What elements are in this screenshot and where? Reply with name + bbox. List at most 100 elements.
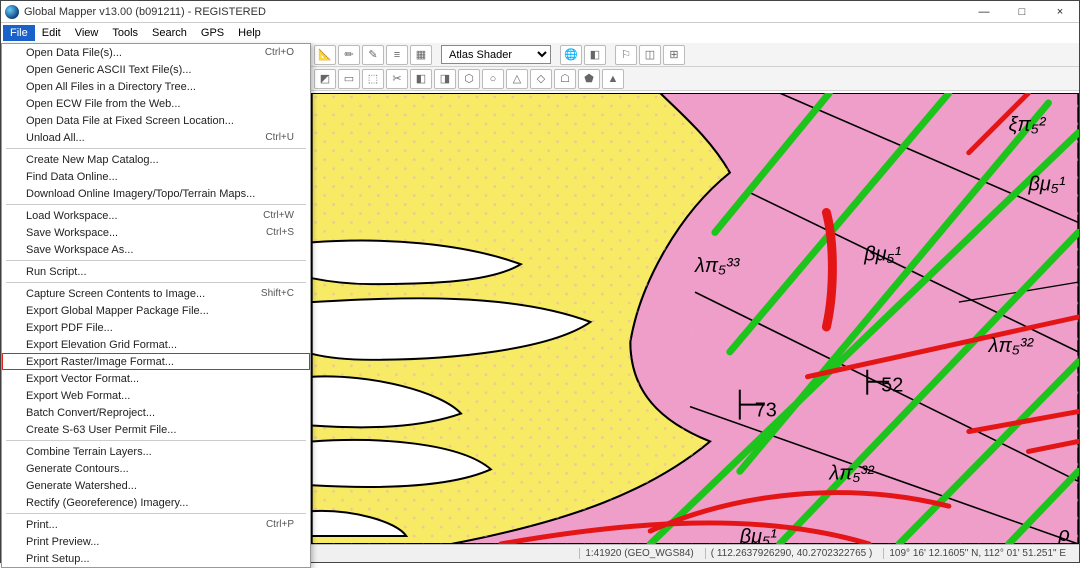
tool-icon[interactable]: ▦	[410, 45, 432, 65]
tool-icon[interactable]: ○	[482, 69, 504, 89]
menu-edit[interactable]: Edit	[35, 25, 68, 41]
tool-icon[interactable]: ◨	[434, 69, 456, 89]
file-menu-item[interactable]: Open ECW File from the Web...	[2, 95, 310, 112]
tool-icon[interactable]: ⊞	[663, 45, 685, 65]
file-menu-item-label: Rectify (Georeference) Imagery...	[26, 497, 300, 509]
tool-icon[interactable]: ✎	[362, 45, 384, 65]
file-menu-item-label: Load Workspace...	[26, 210, 263, 222]
file-menu-item[interactable]: Open Data File at Fixed Screen Location.…	[2, 112, 310, 129]
tool-icon[interactable]: 📐	[314, 45, 336, 65]
tool-icon[interactable]: ◧	[410, 69, 432, 89]
file-menu-item[interactable]: Find Data Online...	[2, 168, 310, 185]
file-menu-item[interactable]: Capture Screen Contents to Image...Shift…	[2, 285, 310, 302]
close-button[interactable]: ×	[1041, 1, 1079, 23]
tool-icon[interactable]: ▲	[602, 69, 624, 89]
globe-icon[interactable]: 🌐	[560, 45, 582, 65]
maximize-button[interactable]: □	[1003, 1, 1041, 23]
file-menu-item[interactable]: Save Workspace As...	[2, 241, 310, 258]
file-menu-item[interactable]: Export PDF File...	[2, 319, 310, 336]
file-menu-item[interactable]: Export Web Format...	[2, 387, 310, 404]
geological-map-svg: ξπ₅² βμ₅¹ βμ₅¹ λπ₅³³ λπ₅³² λπ₅³² 52 73 β…	[311, 93, 1079, 544]
tool-icon[interactable]: ⬡	[458, 69, 480, 89]
label-bmu1a: βμ₅¹	[1028, 174, 1066, 196]
window-title: Global Mapper v13.00 (b091211) - REGISTE…	[24, 6, 965, 18]
file-menu-item[interactable]: Open Data File(s)...Ctrl+O	[2, 44, 310, 61]
menu-search[interactable]: Search	[145, 25, 194, 41]
label-52: 52	[881, 375, 903, 397]
map-viewport[interactable]: ξπ₅² βμ₅¹ βμ₅¹ λπ₅³³ λπ₅³² λπ₅³² 52 73 β…	[311, 93, 1079, 544]
file-menu-item-shortcut: Ctrl+S	[266, 227, 300, 238]
file-menu-item-label: Create New Map Catalog...	[26, 154, 300, 166]
file-menu-item-label: Create S-63 User Permit File...	[26, 424, 300, 436]
file-menu-item-label: Open Generic ASCII Text File(s)...	[26, 64, 300, 76]
file-menu-item-label: Capture Screen Contents to Image...	[26, 288, 261, 300]
file-menu-item[interactable]: Open All Files in a Directory Tree...	[2, 78, 310, 95]
file-menu-item-label: Unload All...	[26, 132, 265, 144]
menu-file[interactable]: File	[3, 25, 35, 41]
file-menu-item-label: Open All Files in a Directory Tree...	[26, 81, 300, 93]
file-menu-item[interactable]: Generate Watershed...	[2, 477, 310, 494]
tool-icon[interactable]: ⬚	[362, 69, 384, 89]
file-menu-item-label: Generate Watershed...	[26, 480, 300, 492]
file-menu-dropdown: Open Data File(s)...Ctrl+O Open Generic A…	[1, 43, 311, 568]
file-menu-item-label: Print Preview...	[26, 536, 300, 548]
cube-icon[interactable]: ◧	[584, 45, 606, 65]
file-menu-item[interactable]: Print...Ctrl+P	[2, 516, 310, 533]
tool-icon[interactable]: ≡	[386, 45, 408, 65]
file-menu-item-shortcut: Ctrl+W	[263, 210, 300, 221]
file-menu-item-label: Download Online Imagery/Topo/Terrain Map…	[26, 188, 300, 200]
file-menu-item[interactable]: Run Script...	[2, 263, 310, 280]
file-menu-item[interactable]: Unload All...Ctrl+U	[2, 129, 310, 146]
file-menu-item[interactable]: Combine Terrain Layers...	[2, 443, 310, 460]
tool-icon[interactable]: ◇	[530, 69, 552, 89]
label-73: 73	[755, 400, 777, 422]
toolbar-row-2: ◩ ▭ ⬚ ✂ ◧ ◨ ⬡ ○ △ ◇ ☖ ⬟ ▲	[311, 67, 1079, 91]
file-menu-item[interactable]: Rectify (Georeference) Imagery...	[2, 494, 310, 511]
menu-tools[interactable]: Tools	[105, 25, 145, 41]
menu-view[interactable]: View	[68, 25, 106, 41]
file-menu-item-label: Export Elevation Grid Format...	[26, 339, 300, 351]
label-bmu-bot: βμ₅¹	[739, 526, 777, 544]
label-lpi33: λπ₅³³	[694, 255, 741, 277]
file-menu-item[interactable]: Print Preview...	[2, 533, 310, 550]
file-menu-item[interactable]: Create New Map Catalog...	[2, 151, 310, 168]
tool-icon[interactable]: ⚐	[615, 45, 637, 65]
file-menu-item[interactable]: Batch Convert/Reproject...	[2, 404, 310, 421]
file-menu-item[interactable]: Export Raster/Image Format...	[2, 353, 310, 370]
menu-bar: FileEditViewToolsSearchGPSHelp	[1, 23, 1079, 43]
file-menu-item[interactable]: Print Setup...	[2, 550, 310, 567]
file-menu-item[interactable]: Generate Contours...	[2, 460, 310, 477]
file-menu-item-label: Generate Contours...	[26, 463, 300, 475]
menu-gps[interactable]: GPS	[194, 25, 231, 41]
file-menu-item[interactable]: Save Workspace...Ctrl+S	[2, 224, 310, 241]
file-menu-item-shortcut: Shift+C	[261, 288, 300, 299]
tool-icon[interactable]: ▭	[338, 69, 360, 89]
tool-icon[interactable]: ✂	[386, 69, 408, 89]
file-menu-item-label: Save Workspace As...	[26, 244, 300, 256]
file-menu-item-label: Export PDF File...	[26, 322, 300, 334]
tool-icon[interactable]: ✏	[338, 45, 360, 65]
label-lpi32b: λπ₅³²	[828, 462, 875, 484]
file-menu-item-shortcut: Ctrl+P	[266, 519, 300, 530]
tool-icon[interactable]: △	[506, 69, 528, 89]
tool-icon[interactable]: ☖	[554, 69, 576, 89]
file-menu-item[interactable]: Export Global Mapper Package File...	[2, 302, 310, 319]
file-menu-item[interactable]: Download Online Imagery/Topo/Terrain Map…	[2, 185, 310, 202]
file-menu-item[interactable]: Create S-63 User Permit File...	[2, 421, 310, 438]
minimize-button[interactable]: —	[965, 1, 1003, 23]
tool-icon[interactable]: ⬟	[578, 69, 600, 89]
label-xi-pi: ξπ₅²	[1009, 114, 1047, 136]
tool-icon[interactable]: ◩	[314, 69, 336, 89]
shader-combo[interactable]: Atlas Shader	[441, 45, 551, 64]
file-menu-item[interactable]: Export Elevation Grid Format...	[2, 336, 310, 353]
status-coords-dms: 109° 16' 12.1605" N, 112° 01' 51.251" E	[883, 548, 1071, 559]
menu-help[interactable]: Help	[231, 25, 268, 41]
file-menu-item-label: Open Data File(s)...	[26, 47, 265, 59]
file-menu-item-label: Export Web Format...	[26, 390, 300, 402]
file-menu-item[interactable]: Export Vector Format...	[2, 370, 310, 387]
file-menu-item[interactable]: Load Workspace...Ctrl+W	[2, 207, 310, 224]
status-coords-dec: ( 112.2637926290, 40.2702322765 )	[705, 548, 878, 559]
file-menu-item[interactable]: Open Generic ASCII Text File(s)...	[2, 61, 310, 78]
tool-icon[interactable]: ◫	[639, 45, 661, 65]
label-rho: ρ	[1057, 524, 1069, 544]
